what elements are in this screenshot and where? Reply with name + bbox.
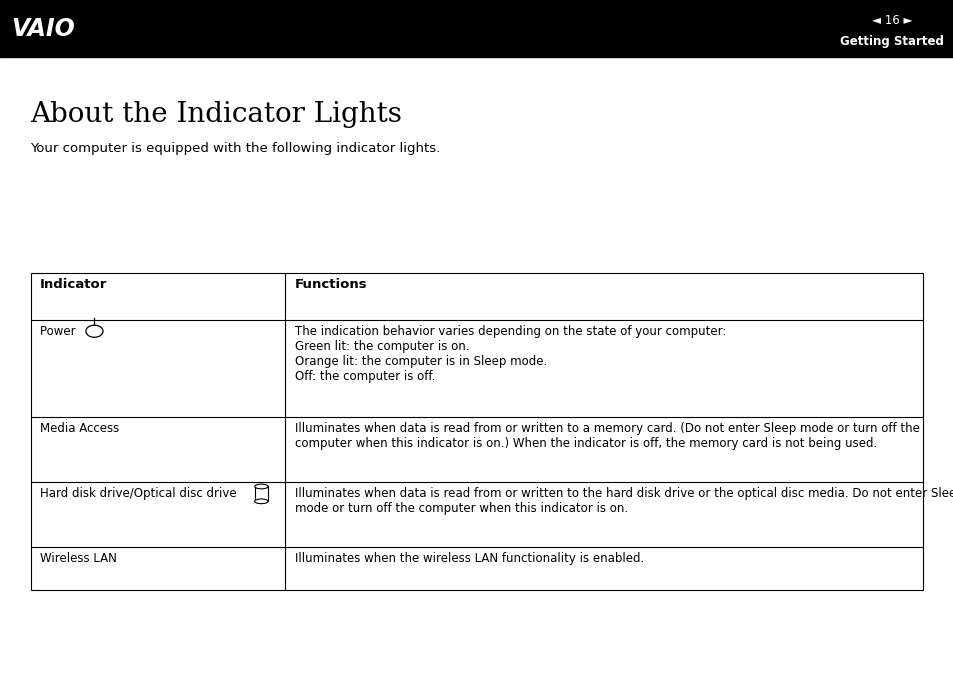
Text: Indicator: Indicator <box>40 278 108 291</box>
Text: VAIO: VAIO <box>11 17 75 40</box>
Text: Media Access: Media Access <box>40 423 119 435</box>
Text: Illuminates when data is read from or written to the hard disk drive or the opti: Illuminates when data is read from or wr… <box>294 487 953 515</box>
Text: Your computer is equipped with the following indicator lights.: Your computer is equipped with the follo… <box>30 142 440 154</box>
Bar <box>30 273 923 590</box>
Text: Wireless LAN: Wireless LAN <box>40 552 117 565</box>
Text: Power: Power <box>40 325 79 338</box>
Text: About the Indicator Lights: About the Indicator Lights <box>30 101 402 128</box>
Text: The indication behavior varies depending on the state of your computer:
Green li: The indication behavior varies depending… <box>294 325 725 383</box>
Text: Getting Started: Getting Started <box>840 35 943 48</box>
Bar <box>0 0 953 57</box>
Ellipse shape <box>254 484 268 489</box>
Text: ◄ 16 ►: ◄ 16 ► <box>871 13 911 26</box>
Text: Illuminates when the wireless LAN functionality is enabled.: Illuminates when the wireless LAN functi… <box>294 552 643 565</box>
Text: Illuminates when data is read from or written to a memory card. (Do not enter Sl: Illuminates when data is read from or wr… <box>294 423 919 450</box>
Text: Functions: Functions <box>294 278 367 291</box>
Bar <box>254 487 268 501</box>
Ellipse shape <box>254 499 268 503</box>
Text: Hard disk drive/Optical disc drive: Hard disk drive/Optical disc drive <box>40 487 240 500</box>
